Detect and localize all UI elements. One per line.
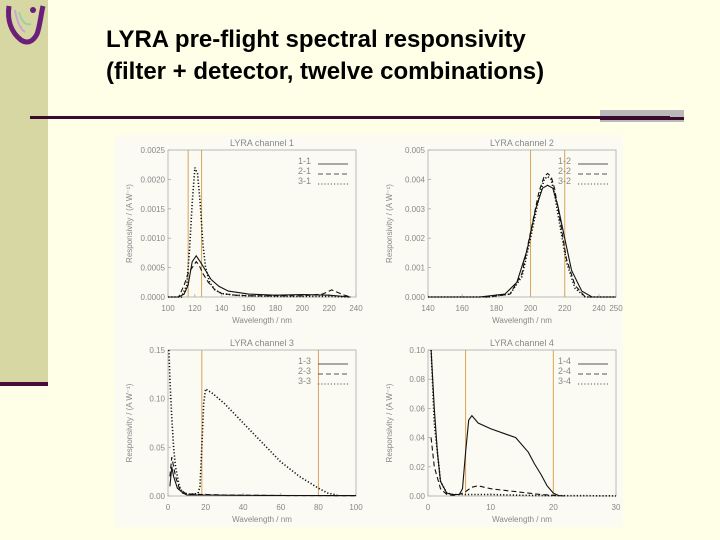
legend-label: 2-4 <box>558 366 571 376</box>
y-tick-label: 0.06 <box>409 404 425 413</box>
plot-frame <box>167 349 357 497</box>
rule-accent-line <box>600 117 684 120</box>
legend-label: 2-3 <box>298 366 311 376</box>
legend-label: 1-4 <box>558 356 571 366</box>
x-axis-label: Wavelength / nm <box>232 515 292 524</box>
chart-title: LYRA channel 1 <box>230 138 294 148</box>
series-line-1-4 <box>430 349 560 497</box>
chart-3: LYRA channel 3 0 20 40 60 80 100 0.00 0.05 0.10 0.… <box>125 338 363 524</box>
legend-label: 1-2 <box>558 156 571 166</box>
y-axis-label: Responsivity / (A W⁻¹) <box>125 184 134 263</box>
series-line-3-3 <box>168 349 338 496</box>
y-tick-label: 0.003 <box>405 205 426 214</box>
sidebar-edge <box>0 382 48 386</box>
y-tick-label: 0.0015 <box>141 205 166 214</box>
series-line-2-3 <box>169 456 357 497</box>
x-tick-label: 160 <box>456 304 470 313</box>
y-tick-label: 0.00 <box>409 492 425 501</box>
y-axis-label: Responsivity / (A W⁻¹) <box>385 184 394 263</box>
y-tick-label: 0.0005 <box>141 264 166 273</box>
x-tick-label: 200 <box>296 304 310 313</box>
y-tick-label: 0.0010 <box>141 234 166 243</box>
legend-label: 3-1 <box>298 176 311 186</box>
x-tick-label: 40 <box>239 503 248 512</box>
x-tick-label: 140 <box>421 304 435 313</box>
y-tick-label: 0.10 <box>409 346 425 355</box>
x-tick-label: 240 <box>349 304 363 313</box>
x-tick-label: 240 <box>592 304 606 313</box>
x-tick-label: 160 <box>242 304 256 313</box>
chart-1: LYRA channel 1 100 120 140 160 180 200 220 240 0.… <box>125 138 363 325</box>
header-rule <box>30 116 670 119</box>
x-tick-label: 250 <box>609 304 623 313</box>
x-tick-label: 30 <box>612 503 621 512</box>
lyra-logo-icon <box>6 5 46 45</box>
x-tick-label: 0 <box>426 503 431 512</box>
x-tick-label: 220 <box>322 304 336 313</box>
chart-title: LYRA channel 4 <box>490 338 554 348</box>
x-tick-label: 180 <box>490 304 504 313</box>
legend-label: 1-1 <box>298 156 311 166</box>
y-tick-label: 0.001 <box>405 264 426 273</box>
title-line-1: LYRA pre-flight spectral responsivity <box>106 26 526 53</box>
y-tick-label: 0.00 <box>149 492 165 501</box>
y-tick-label: 0.000 <box>405 293 426 302</box>
y-tick-label: 0.05 <box>149 443 165 452</box>
series-line-3-4 <box>430 349 617 497</box>
y-tick-label: 0.04 <box>409 434 425 443</box>
y-tick-label: 0.002 <box>405 234 426 243</box>
x-tick-label: 180 <box>269 304 283 313</box>
x-axis-label: Wavelength / nm <box>492 515 552 524</box>
x-tick-label: 200 <box>524 304 538 313</box>
y-tick-label: 0.004 <box>405 175 426 184</box>
y-tick-label: 0.10 <box>149 395 165 404</box>
x-tick-label: 140 <box>215 304 229 313</box>
chart-title: LYRA channel 2 <box>490 138 554 148</box>
plot-frame <box>427 349 617 497</box>
y-axis-label: Responsivity / (A W⁻¹) <box>125 383 134 462</box>
x-tick-label: 20 <box>549 503 558 512</box>
plot-frame <box>167 149 357 298</box>
y-axis-label: Responsivity / (A W⁻¹) <box>385 383 394 462</box>
y-tick-label: 0.005 <box>405 146 426 155</box>
chart-4: LYRA channel 4 0 10 20 30 0.00 0.02 0.04 0.06 0.0… <box>385 338 621 524</box>
sidebar-band <box>0 0 48 385</box>
series-line-2-1 <box>168 260 351 298</box>
x-tick-label: 0 <box>166 503 171 512</box>
chart-title: LYRA channel 3 <box>230 338 294 348</box>
x-tick-label: 100 <box>349 503 363 512</box>
y-tick-label: 0.0020 <box>141 175 166 184</box>
series-line-1-2 <box>428 184 616 298</box>
legend-label: 3-3 <box>298 376 311 386</box>
x-axis-label: Wavelength / nm <box>492 316 552 325</box>
legend-label: 3-4 <box>558 376 571 386</box>
x-tick-label: 20 <box>201 503 210 512</box>
x-tick-label: 120 <box>188 304 202 313</box>
y-tick-label: 0.0000 <box>141 293 166 302</box>
y-tick-label: 0.02 <box>409 463 425 472</box>
y-tick-label: 0.0025 <box>141 146 166 155</box>
x-tick-label: 10 <box>486 503 495 512</box>
x-tick-label: 220 <box>558 304 572 313</box>
chart-2: LYRA channel 2 140 160 180 200 220 240 250 0.000… <box>385 138 623 325</box>
page-title: LYRA pre-flight spectral responsivity (f… <box>106 24 686 88</box>
series-line-3-1 <box>168 167 351 298</box>
legend-label: 1-3 <box>298 356 311 366</box>
legend-label: 2-1 <box>298 166 311 176</box>
legend-label: 2-2 <box>558 166 571 176</box>
x-tick-label: 100 <box>161 304 175 313</box>
plot-frame <box>427 149 617 298</box>
y-tick-label: 0.15 <box>149 346 165 355</box>
x-tick-label: 80 <box>314 503 323 512</box>
title-line-2: (filter + detector, twelve combinations) <box>106 58 545 85</box>
series-line-1-3 <box>169 466 356 497</box>
x-tick-label: 60 <box>276 503 285 512</box>
series-line-2-2 <box>428 172 616 298</box>
series-line-3-2 <box>428 175 616 298</box>
x-axis-label: Wavelength / nm <box>232 316 292 325</box>
series-line-2-4 <box>430 437 566 497</box>
y-tick-label: 0.08 <box>409 375 425 384</box>
legend-label: 3-2 <box>558 176 571 186</box>
